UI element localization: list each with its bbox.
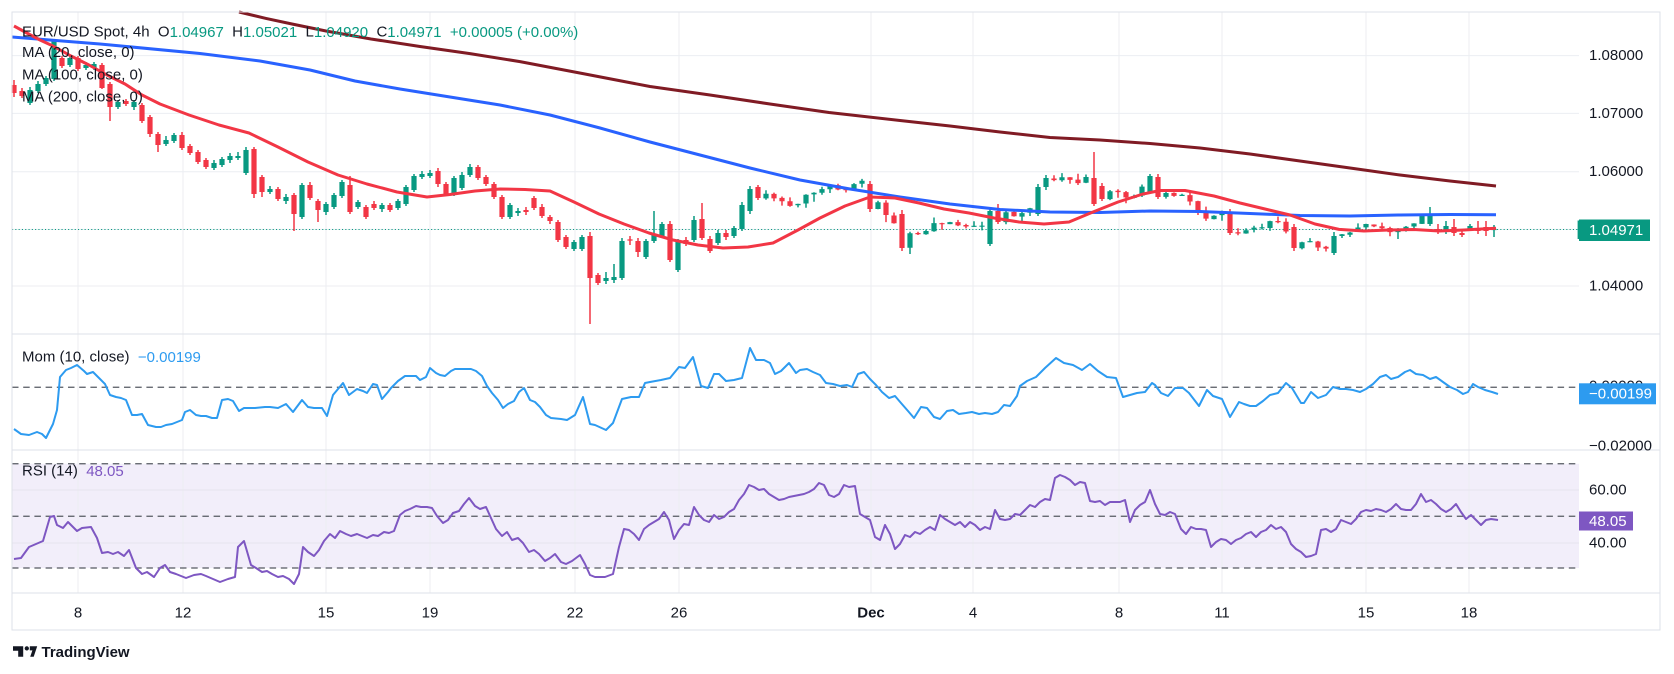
svg-text:Dec: Dec (857, 605, 885, 622)
svg-text:EUR/USD Spot, 4h O1.04967 H1: EUR/USD Spot, 4h O1.04967 H1.05021 L1.04… (22, 24, 578, 41)
svg-text:RSI (14) 48.05: RSI (14) 48.05 (22, 462, 124, 479)
svg-text:MA (20, close, 0): MA (20, close, 0) (22, 44, 135, 61)
svg-text:1.04000: 1.04000 (1589, 278, 1643, 295)
svg-text:26: 26 (671, 605, 688, 622)
svg-text:MA (100, close, 0): MA (100, close, 0) (22, 67, 143, 84)
svg-text:11: 11 (1214, 605, 1230, 622)
svg-text:MA (200, close, 0): MA (200, close, 0) (22, 89, 143, 106)
svg-text:1.04971: 1.04971 (1589, 222, 1643, 239)
svg-text:4: 4 (969, 605, 977, 622)
svg-text:−0.00199: −0.00199 (1589, 386, 1652, 403)
svg-text:TradingView: TradingView (42, 644, 130, 661)
svg-text:60.00: 60.00 (1589, 482, 1627, 499)
svg-text:48.05: 48.05 (1589, 513, 1627, 530)
svg-text:22: 22 (567, 605, 584, 622)
svg-text:Mom (10, close) −0.00199: Mom (10, close) −0.00199 (22, 349, 201, 366)
svg-text:8: 8 (1115, 605, 1123, 622)
svg-text:18: 18 (1461, 605, 1478, 622)
svg-text:1.07000: 1.07000 (1589, 105, 1643, 122)
svg-text:15: 15 (318, 605, 335, 622)
svg-text:8: 8 (74, 605, 82, 622)
svg-text:1.08000: 1.08000 (1589, 47, 1643, 64)
svg-text:40.00: 40.00 (1589, 535, 1627, 552)
svg-text:−0.02000: −0.02000 (1589, 437, 1652, 454)
svg-text:19: 19 (422, 605, 439, 622)
svg-text:15: 15 (1358, 605, 1375, 622)
svg-text:12: 12 (175, 605, 192, 622)
svg-text:1.06000: 1.06000 (1589, 163, 1643, 180)
